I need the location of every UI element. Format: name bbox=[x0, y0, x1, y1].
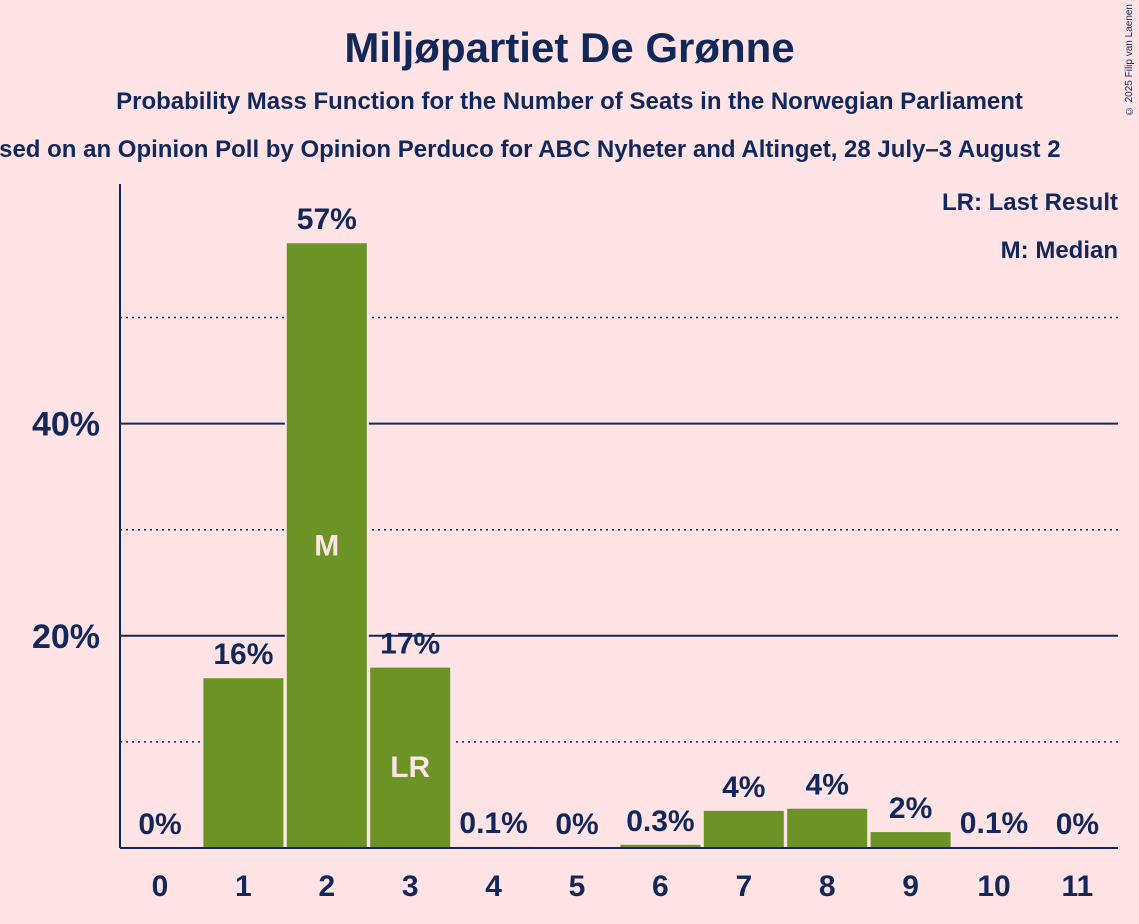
bar-value-label: 16% bbox=[213, 638, 273, 671]
bar bbox=[286, 243, 367, 849]
chart-subtitle: Probability Mass Function for the Number… bbox=[116, 88, 1023, 115]
x-tick-label: 7 bbox=[735, 870, 752, 903]
y-tick-label: 20% bbox=[32, 618, 100, 656]
last-result-marker: LR bbox=[390, 751, 430, 784]
x-tick-label: 10 bbox=[977, 870, 1010, 903]
chart-title: Miljøpartiet De Grønne bbox=[344, 24, 795, 71]
x-tick-label: 11 bbox=[1062, 870, 1094, 903]
bar bbox=[870, 832, 951, 848]
x-tick-label: 4 bbox=[485, 870, 502, 903]
bar bbox=[787, 808, 868, 848]
bar bbox=[703, 810, 784, 848]
bar-value-label: 4% bbox=[722, 771, 765, 804]
bar-value-label: 57% bbox=[297, 203, 357, 236]
labels: 0%016%157%2M17%3LR0.1%40%50.3%64%74%82%9… bbox=[32, 203, 1099, 903]
x-tick-label: 5 bbox=[569, 870, 586, 903]
x-tick-label: 3 bbox=[402, 870, 419, 903]
bar-value-label: 17% bbox=[380, 628, 440, 661]
axes bbox=[119, 184, 1118, 849]
x-tick-label: 1 bbox=[235, 870, 252, 903]
bar bbox=[203, 678, 284, 848]
bars bbox=[201, 243, 1036, 849]
legend-last-result: LR: Last Result bbox=[942, 189, 1118, 216]
bar-value-label: 2% bbox=[889, 792, 932, 825]
median-marker: M bbox=[314, 530, 339, 563]
bar-value-label: 0% bbox=[555, 808, 598, 841]
chart-source-line: Based on an Opinion Poll by Opinion Perd… bbox=[0, 136, 1139, 164]
bar-value-label: 0.1% bbox=[459, 807, 527, 840]
x-tick-label: 6 bbox=[652, 870, 669, 903]
bar-value-label: 0.3% bbox=[626, 805, 694, 838]
x-tick-label: 9 bbox=[902, 870, 919, 903]
y-tick-label: 40% bbox=[32, 406, 100, 444]
legend-median: M: Median bbox=[1001, 237, 1118, 264]
bar-value-label: 0.1% bbox=[960, 807, 1028, 840]
x-tick-label: 8 bbox=[819, 870, 836, 903]
x-tick-label: 2 bbox=[318, 870, 335, 903]
bar bbox=[620, 844, 701, 848]
bar bbox=[370, 667, 451, 848]
bar-value-label: 4% bbox=[806, 769, 849, 802]
chart-source-text: Based on an Opinion Poll by Opinion Perd… bbox=[0, 136, 1061, 163]
x-tick-label: 0 bbox=[152, 870, 169, 903]
bar-value-label: 0% bbox=[138, 808, 181, 841]
bar-value-label: 0% bbox=[1056, 808, 1099, 841]
